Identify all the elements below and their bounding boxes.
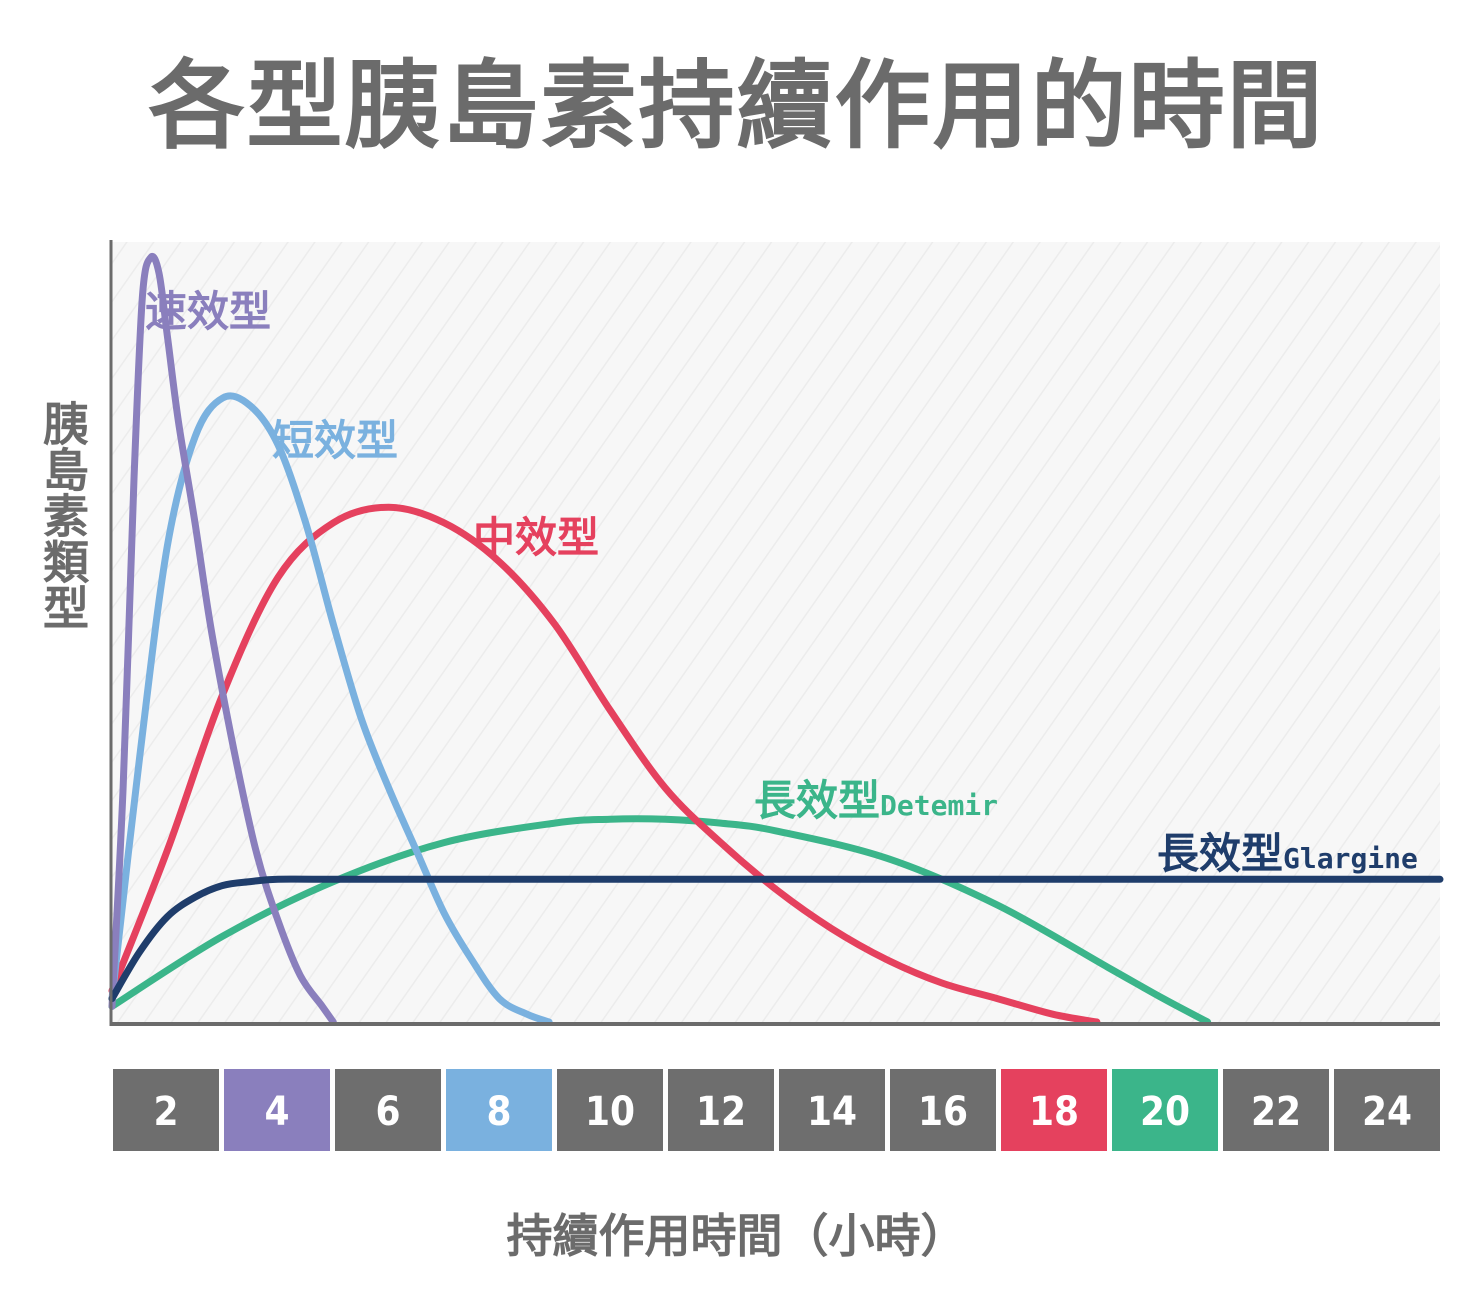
x-tick-label-8: 8 — [486, 1089, 511, 1135]
series-label-sub-4: Detemir — [880, 789, 998, 822]
x-tick-cell-2 — [113, 1069, 219, 1151]
x-tick-label-14: 14 — [807, 1089, 857, 1135]
x-tick-cell-18 — [1001, 1069, 1107, 1151]
x-tick-cell-24 — [1334, 1069, 1440, 1151]
series-label-1: 速效型 — [145, 287, 271, 336]
series-line-4 — [108, 815, 1212, 1026]
y-axis-label: 胰島素類型 — [36, 400, 90, 630]
x-tick-cell-14 — [779, 1069, 885, 1151]
chart-title: 各型胰島素持續作用的時間 — [148, 50, 1325, 162]
x-axis-label: 持續作用時間（小時） — [506, 1209, 967, 1263]
x-tick-cell-12 — [668, 1069, 774, 1151]
x-tick-cell-16 — [890, 1069, 996, 1151]
x-tick-cell-6 — [335, 1069, 441, 1151]
x-tick-cell-22 — [1223, 1069, 1329, 1151]
x-tick-label-22: 22 — [1251, 1089, 1301, 1135]
x-tick-label-16: 16 — [918, 1089, 968, 1135]
x-tick-cell-4 — [224, 1069, 330, 1151]
series-line-2 — [108, 392, 553, 1026]
x-tick-cell-10 — [557, 1069, 663, 1151]
series-label-2: 短效型 — [272, 416, 398, 465]
series-label-sub-5: Glargine — [1283, 842, 1418, 875]
x-tick-label-18: 18 — [1029, 1089, 1079, 1135]
x-tick-label-20: 20 — [1140, 1089, 1190, 1135]
series-line-3 — [108, 503, 1101, 1026]
series-group — [108, 253, 1444, 1026]
x-tick-label-4: 4 — [264, 1089, 289, 1135]
x-tick-label-12: 12 — [696, 1089, 746, 1135]
x-tick-cell-20 — [1112, 1069, 1218, 1151]
x-tick-label-2: 2 — [153, 1089, 178, 1135]
x-tick-label-10: 10 — [585, 1089, 635, 1135]
series-line-1 — [108, 253, 337, 1026]
x-tick-cells: 2 4 6 8 10 12 14 16 18 20 22 24 — [113, 1069, 1440, 1151]
plot-background — [112, 242, 1440, 1024]
series-line-5 — [108, 875, 1444, 1003]
x-tick-label-6: 6 — [375, 1089, 400, 1135]
x-tick-label-24: 24 — [1362, 1089, 1412, 1135]
x-tick-cell-8 — [446, 1069, 552, 1151]
series-label-3: 中效型 — [473, 513, 599, 562]
